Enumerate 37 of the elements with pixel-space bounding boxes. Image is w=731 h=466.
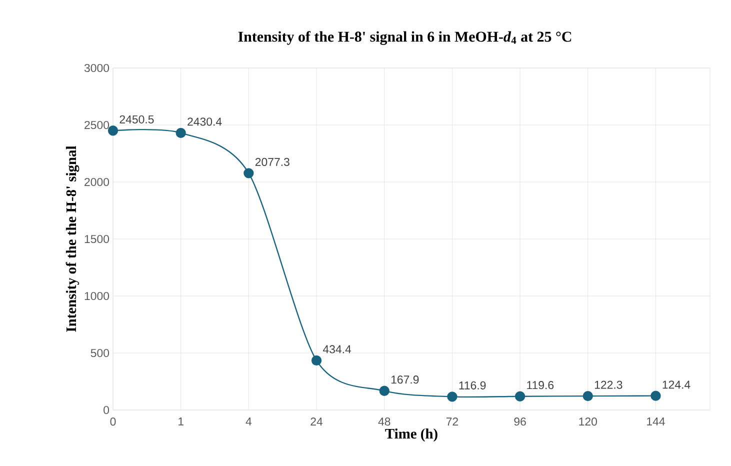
y-tick-label: 2000: [84, 178, 110, 186]
data-label: 2450.5: [120, 115, 154, 124]
data-label: 434.4: [322, 345, 352, 354]
point: [447, 392, 458, 402]
data-label: 122.3: [594, 380, 622, 389]
data-label: 2430.4: [188, 118, 222, 126]
x-tick-label: 144: [647, 418, 665, 426]
x-tick-label: 96: [514, 418, 526, 426]
point: [582, 390, 593, 402]
point: [650, 390, 661, 401]
y-tick-label: 2500: [84, 120, 110, 130]
x-tick-label: 48: [378, 418, 390, 426]
x-tick-label: 1: [178, 418, 184, 426]
data-label: 124.4: [662, 380, 690, 389]
y-axis-title: Intensity of the the H-8' signal: [66, 146, 80, 332]
data-label: 167.9: [391, 376, 419, 384]
x-tick-label: 0: [110, 418, 116, 426]
x-tick-label: 72: [446, 418, 458, 426]
x-tick-label: 4: [246, 418, 252, 426]
point: [514, 391, 526, 402]
chart-title: Intensity of the H-8' signal in 6 in MeOH-d$_{4}$ at 25 °C: [238, 31, 572, 45]
y-tick-label: 1000: [84, 292, 110, 300]
point: [108, 126, 118, 136]
data-label: 2077.3: [255, 158, 290, 166]
x-tick-label: 24: [310, 418, 323, 426]
point: [176, 128, 186, 138]
y-tick-label: 500: [90, 348, 110, 358]
y-tick-label: 3000: [84, 64, 110, 72]
point: [311, 355, 322, 366]
x-axis-title: Time (h): [385, 428, 438, 442]
point: [379, 386, 390, 396]
y-tick-label: 0: [104, 406, 110, 414]
point: [244, 168, 254, 178]
x-tick-label: 120: [579, 418, 597, 426]
y-tick-label: 1500: [84, 234, 110, 244]
data-label: 116.9: [459, 381, 486, 390]
data-label: 119.6: [527, 381, 554, 390]
